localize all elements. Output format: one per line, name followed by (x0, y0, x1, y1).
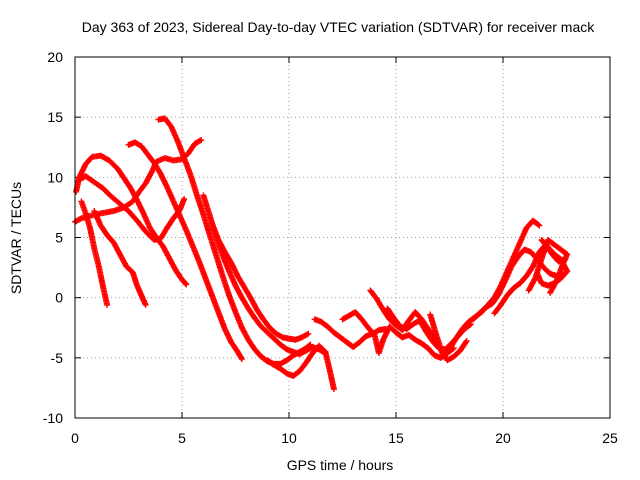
series-track-7 (155, 115, 314, 367)
x-tick-label: 20 (495, 430, 511, 446)
series-track-10 (264, 342, 337, 393)
data-point-marker (303, 331, 310, 338)
series-track-9 (208, 220, 312, 343)
data-point-marker (142, 301, 149, 308)
y-tick-label: 10 (47, 169, 63, 185)
data-point-marker (547, 289, 554, 296)
x-tick-label: 10 (281, 430, 297, 446)
y-axis-label: SDTVAR / TECUs (8, 182, 24, 294)
data-point-marker (198, 137, 205, 144)
data-point-marker (238, 354, 245, 361)
data-markers (72, 115, 571, 393)
x-axis-label: GPS time / hours (287, 457, 394, 473)
data-point-marker (182, 280, 189, 287)
y-tick-label: 5 (55, 230, 63, 246)
series-track-13 (367, 287, 470, 364)
x-tick-labels: 0 5 10 15 20 25 (71, 430, 618, 446)
y-tick-labels: -10 -5 0 5 10 15 20 (43, 49, 63, 426)
y-tick-label: -5 (51, 350, 64, 366)
x-tick-label: 5 (178, 430, 186, 446)
series-track-16 (470, 246, 566, 323)
data-point-marker (196, 137, 203, 144)
data-point-marker (462, 339, 469, 346)
chart-title: Day 363 of 2023, Sidereal Day-to-day VTE… (82, 19, 595, 35)
data-point-marker (534, 270, 541, 277)
data-point-marker (536, 222, 543, 229)
data-point-marker (104, 301, 111, 308)
series-track-6 (125, 139, 245, 363)
data-point-marker (330, 386, 337, 393)
data-point-marker (238, 356, 245, 363)
series-track-19 (534, 236, 571, 289)
x-tick-label: 25 (602, 430, 618, 446)
y-tick-label: 15 (47, 109, 63, 125)
data-point-marker (463, 337, 470, 344)
series-track-15 (427, 217, 543, 359)
x-tick-label: 15 (388, 430, 404, 446)
series-track-8 (200, 192, 329, 358)
series-track-4 (78, 198, 111, 308)
y-tick-label: 0 (55, 290, 63, 306)
y-tick-label: 20 (47, 49, 63, 65)
data-point-marker (535, 221, 542, 228)
data-point-marker (77, 215, 84, 222)
data-point-marker (183, 281, 190, 288)
series-track-5 (91, 208, 149, 308)
y-tick-label: -10 (43, 410, 63, 426)
series-track-11 (311, 316, 389, 351)
data-point-marker (181, 195, 188, 202)
plot-frame (74, 56, 611, 419)
x-tick-label: 0 (71, 430, 79, 446)
data-point-marker (305, 330, 312, 337)
